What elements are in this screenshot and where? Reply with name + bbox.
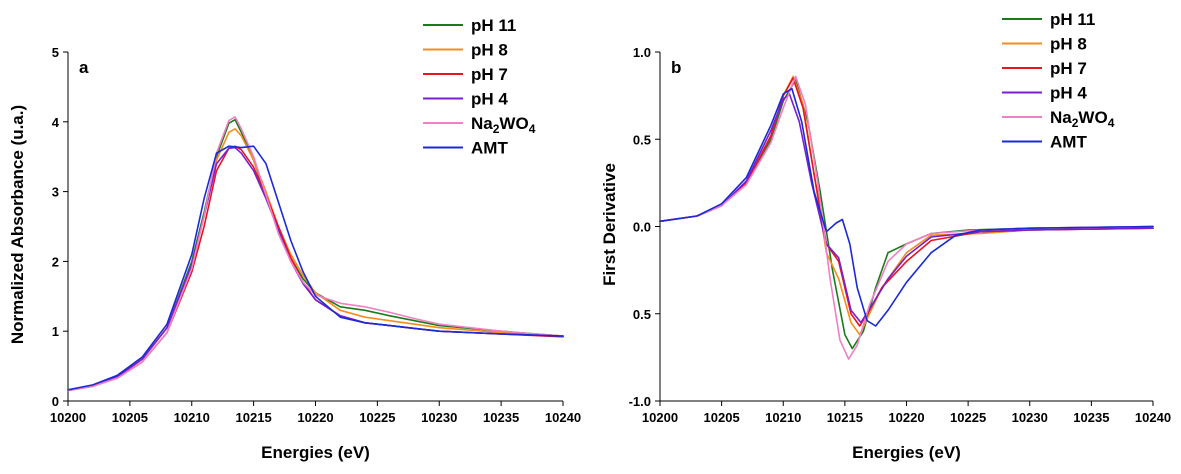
x-tick-label: 10200 [50,410,86,425]
x-tick-label: 10210 [765,410,801,425]
y-axis-title: Normalized Absorbance (u.a.) [8,105,27,344]
chart-panel-b: 10200 10205 10210 10215 10220 10225 10230 10235… [600,10,1171,462]
legend-label-na2wo4: Na2WO4 [1050,108,1115,130]
y-tick-label: 0.5 [633,307,651,322]
legend-label-ph7: pH 7 [1050,59,1087,78]
legend: pH 11 pH 8 pH 7 pH 4 Na2WO4 AMT [1002,10,1115,152]
x-tick-label: 10220 [888,410,924,425]
series-line-na2wo4 [67,116,564,392]
x-tick-label: 10215 [827,410,863,425]
series-line-amt [659,87,1154,327]
legend-label-ph8: pH 8 [1050,35,1087,54]
y-tick-label: 3 [52,185,59,200]
legend-label-amt: AMT [471,139,508,158]
series-line-na2wo4 [659,75,1154,360]
y-tick-label: 0.5 [633,132,651,147]
y-tick-label: 1.0 [633,45,651,60]
series-line-ph7 [67,145,564,392]
y-tick-label: 0 [52,394,59,409]
x-tick-label: 10230 [421,410,457,425]
x-tick-label: 10240 [545,410,581,425]
y-tick-label: 4 [52,115,60,130]
x-tick-label: 10230 [1012,410,1048,425]
y-tick-label: 0.0 [633,220,651,235]
x-axis-title: Energies (eV) [852,443,961,462]
x-tick-label: 10225 [950,410,986,425]
legend-label-ph4: pH 4 [1050,84,1087,103]
y-axis-title: First Derivative [600,163,619,286]
x-tick-label: 10205 [112,410,148,425]
y-tick-label: 2 [52,254,59,269]
x-tick-label: 10240 [1135,410,1171,425]
legend-label-ph11: pH 11 [1050,10,1095,29]
legend-label-ph4: pH 4 [471,90,508,109]
x-tick-label: 10235 [1073,410,1109,425]
legend-label-ph8: pH 8 [471,41,508,60]
y-tick-label: -1.0 [629,394,651,409]
series-line-ph4 [659,93,1154,324]
x-tick-label: 10225 [359,410,395,425]
x-tick-label: 10235 [483,410,519,425]
panel-label: b [671,58,681,77]
series-line-ph7 [659,77,1154,327]
series-line-amt [67,145,564,391]
x-tick-label: 10215 [236,410,272,425]
legend: pH 11 pH 8 pH 7 pH 4 Na2WO4 AMT [423,16,536,158]
legend-label-amt: AMT [1050,133,1087,152]
panel-label: a [79,58,89,77]
legend-label-na2wo4: Na2WO4 [471,114,536,136]
series-line-ph8 [67,128,564,392]
x-axis-title: Energies (eV) [261,443,370,462]
legend-label-ph7: pH 7 [471,65,508,84]
y-tick-label: 1 [52,324,59,339]
series-line-ph4 [67,146,564,392]
legend-label-ph11: pH 11 [471,16,516,35]
x-tick-label: 10220 [297,410,333,425]
x-tick-label: 10200 [642,410,678,425]
series-line-ph11 [67,118,564,392]
y-tick-label: 5 [52,45,59,60]
chart-panel-a: 10200 10205 10210 10215 10220 10225 10230 10235… [8,16,581,462]
x-tick-label: 10205 [704,410,740,425]
x-tick-label: 10210 [174,410,210,425]
